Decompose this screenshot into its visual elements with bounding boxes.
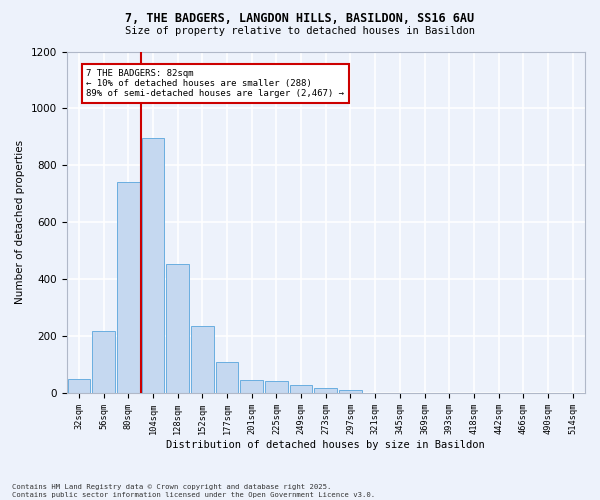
Y-axis label: Number of detached properties: Number of detached properties [15, 140, 25, 304]
Bar [117, 182, 140, 393]
Text: Size of property relative to detached houses in Basildon: Size of property relative to detached ho… [125, 26, 475, 36]
Text: 7, THE BADGERS, LANGDON HILLS, BASILDON, SS16 6AU: 7, THE BADGERS, LANGDON HILLS, BASILDON,… [125, 12, 475, 26]
X-axis label: Distribution of detached houses by size in Basildon: Distribution of detached houses by size … [166, 440, 485, 450]
Text: Contains HM Land Registry data © Crown copyright and database right 2025.
Contai: Contains HM Land Registry data © Crown c… [12, 484, 375, 498]
Bar [215, 362, 238, 393]
Bar [314, 388, 337, 393]
Bar [339, 390, 362, 393]
Bar [191, 326, 214, 393]
Bar [166, 264, 189, 393]
Bar [265, 382, 288, 393]
Text: 7 THE BADGERS: 82sqm
← 10% of detached houses are smaller (288)
89% of semi-deta: 7 THE BADGERS: 82sqm ← 10% of detached h… [86, 68, 344, 98]
Bar [142, 138, 164, 393]
Bar [290, 384, 313, 393]
Bar [241, 380, 263, 393]
Bar [92, 330, 115, 393]
Bar [68, 379, 90, 393]
